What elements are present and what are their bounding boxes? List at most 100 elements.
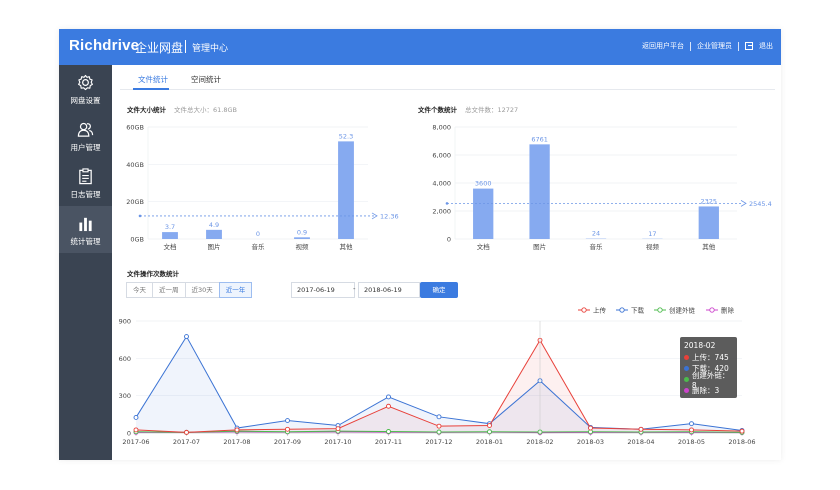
legend-marker (619, 307, 625, 313)
data-label: 2325 (701, 197, 718, 205)
bar (473, 188, 494, 239)
sidebar-item-log-management[interactable]: 日志管理 (59, 159, 112, 206)
top-bar: Richdrive 企业网盘 管理中心 返回用户平台 企业管理员 退出 (59, 29, 781, 65)
x-tick-label: 2018-01 (476, 438, 503, 446)
filter-today[interactable]: 今天 (126, 282, 153, 298)
data-point (689, 427, 694, 433)
data-point (285, 426, 290, 432)
y-tick-label: 300 (119, 392, 131, 400)
x-tick-label: 2018-02 (526, 438, 553, 446)
top-links: 返回用户平台 企业管理员 退出 (642, 41, 773, 51)
tooltip-row: 创建外链：8 (684, 371, 733, 390)
x-tick-label: 文档 (477, 242, 490, 251)
data-label: 0.9 (297, 228, 307, 236)
brand-title: 企业网盘 (135, 41, 184, 55)
average-marker (138, 214, 142, 218)
sidebar-item-drive-settings[interactable]: 网盘设置 (59, 65, 112, 112)
average-arrow (371, 212, 378, 220)
bar-chart-icon (79, 217, 92, 232)
x-tick-label: 2018-03 (577, 438, 604, 446)
app-window: Richdrive 企业网盘 管理中心 返回用户平台 企业管理员 退出 网盘设置 (59, 29, 781, 460)
x-tick-label: 2017-12 (425, 438, 452, 446)
x-tick-label: 文档 (164, 242, 177, 251)
x-tick-label: 2017-09 (274, 438, 301, 446)
y-tick-label: 6,000 (432, 152, 451, 160)
data-point (739, 428, 745, 434)
x-tick-label: 2017-06 (122, 438, 149, 446)
range-filter-group: 今天 近一周 近30天 近一年 (126, 282, 253, 298)
sidebar-item-label: 日志管理 (70, 190, 101, 199)
logo: Richdrive (69, 37, 140, 54)
bar (529, 144, 550, 239)
confirm-button[interactable]: 确定 (420, 282, 458, 298)
sidebar-item-statistics[interactable]: 统计管理 (59, 206, 112, 253)
x-tick-label: 其他 (340, 242, 354, 251)
tab-file-stats[interactable]: 文件统计 (138, 75, 168, 84)
y-tick-label: 0 (447, 236, 451, 244)
series-area (136, 336, 742, 433)
main-content: 文件统计 空间统计 (112, 65, 781, 460)
average-arrow (740, 200, 747, 207)
y-tick-label: 4,000 (432, 180, 451, 188)
data-point (436, 423, 442, 429)
legend-label: 下载 (631, 306, 645, 315)
tooltip-row: 删除：3 (684, 385, 733, 396)
file-operations-chart: 0 300 600 900 2017-06 2017-07 2017-08 2017-09 20… (119, 306, 756, 447)
x-tick-label: 图片 (208, 242, 221, 251)
logout-link[interactable]: 退出 (759, 42, 773, 50)
data-point (638, 426, 644, 432)
filter-week[interactable]: 近一周 (152, 282, 186, 298)
date-to-input[interactable]: 2018-06-19 (358, 282, 420, 298)
x-tick-label: 2018-05 (678, 438, 705, 446)
legend-label: 上传 (593, 306, 607, 315)
tab-space-stats[interactable]: 空间统计 (191, 75, 221, 84)
filter-year[interactable]: 近一年 (218, 282, 253, 298)
gear-icon (78, 74, 93, 91)
data-label: 52.3 (339, 132, 353, 140)
x-tick-label: 其他 (702, 242, 716, 251)
data-label: 24 (592, 230, 600, 238)
chart-tooltip: 2018-02 上传：745 下载：420 创建外链：8 删除：3 (680, 337, 737, 398)
users-icon (77, 122, 94, 137)
sidebar-item-user-management[interactable]: 用户管理 (59, 112, 112, 159)
data-point (386, 403, 391, 409)
upload-dot (684, 355, 689, 360)
data-point (487, 423, 492, 428)
data-point (689, 421, 694, 427)
data-label: 4.9 (209, 221, 219, 229)
enterprise-admin-link[interactable]: 企业管理员 (697, 42, 732, 50)
x-tick-label: 2017-08 (223, 438, 250, 446)
bar (162, 232, 178, 239)
active-tab-indicator (133, 88, 169, 90)
filter-30-days[interactable]: 近30天 (184, 282, 220, 298)
y-tick-label: 900 (119, 318, 131, 326)
x-tick-label: 2018-04 (627, 438, 654, 446)
data-point (184, 429, 189, 435)
file-size-title: 文件大小统计 (127, 106, 166, 114)
data-point (133, 414, 139, 420)
ops-title: 文件操作次数统计 (127, 270, 179, 278)
data-label: 3.7 (165, 223, 175, 231)
tooltip-download: 下载：420 (692, 364, 729, 373)
section-title: 管理中心 (192, 44, 229, 54)
data-point (386, 394, 391, 400)
link-divider (690, 41, 691, 51)
x-tick-label: 图片 (533, 242, 546, 251)
data-point (588, 425, 593, 431)
data-point (285, 418, 290, 424)
data-label: 6761 (531, 135, 548, 143)
data-label: 3600 (475, 180, 492, 188)
back-to-user-platform-link[interactable]: 返回用户平台 (642, 42, 684, 50)
data-point (133, 427, 139, 433)
x-tick-label: 2017-10 (324, 438, 351, 446)
legend-marker (657, 307, 663, 313)
bar (294, 237, 310, 239)
data-point (234, 427, 240, 433)
date-from-input[interactable]: 2017-06-19 (291, 282, 355, 298)
date-separator: - (353, 285, 356, 293)
logout-icon[interactable] (745, 42, 753, 50)
file-size-chart: 0GB 20GB 40GB 60GB 3.7 文档 4.9 图片 0 音乐 0.9 视频 52.3 其他 1… (126, 124, 398, 252)
y-tick-label: 40GB (126, 161, 144, 169)
sidebar: 网盘设置 用户管理 日志管理 (59, 65, 112, 460)
y-tick-label: 0 (127, 430, 131, 438)
